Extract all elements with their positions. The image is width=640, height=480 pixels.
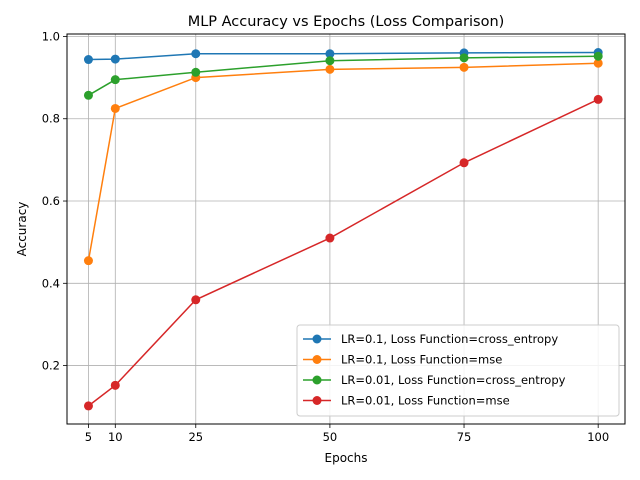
legend-marker [312,396,322,405]
data-point [593,51,603,61]
legend-marker [312,375,322,385]
y-tick-label: 1.0 [42,29,60,43]
data-point [325,64,335,74]
series-4 [83,94,603,411]
data-point [83,90,93,100]
series-line [88,98,599,407]
y-axis-label: Accuracy [15,202,29,257]
data-point [110,380,120,390]
data-point [191,67,201,77]
chart-title: MLP Accuracy vs Epochs (Loss Comparison) [188,14,505,30]
series-layer [83,48,603,411]
series-2 [83,58,603,266]
legend-label: LR=0.1, Loss Function=mse [341,353,502,367]
data-point [191,49,201,59]
data-point [325,56,335,66]
y-tick-label: 0.4 [42,276,60,290]
data-point [83,401,93,411]
x-axis-label: Epochs [325,451,368,465]
data-point [110,75,120,85]
data-point [593,94,603,104]
data-point [593,58,603,68]
x-axis: 5 10 25 50 75 100 [85,424,609,444]
data-point [325,49,335,59]
plot-frame [66,33,626,425]
y-tick-label: 0.2 [42,359,60,373]
y-tick-label: 0.8 [42,112,60,126]
data-point [83,256,93,266]
x-tick-label: 25 [188,430,203,444]
x-tick-label: 50 [323,430,338,444]
legend-box [296,324,620,417]
legend-marker [312,355,322,364]
y-tick-label: 0.6 [42,194,60,208]
legend-label: LR=0.01, Loss Function=mse [341,394,510,408]
series-line [88,51,599,61]
data-point [325,233,335,243]
data-point [459,53,469,63]
data-point [191,295,201,305]
data-point [83,55,93,65]
x-tick-label: 5 [85,430,92,444]
x-tick-label: 75 [457,430,472,444]
data-point [110,103,120,113]
data-point [459,158,469,168]
legend-label: LR=0.01, Loss Function=cross_entropy [341,373,566,387]
series-3 [83,51,603,100]
legend-label: LR=0.1, Loss Function=cross_entropy [341,332,558,346]
legend: LR=0.1, Loss Function=cross_entropy LR=0.… [296,324,620,417]
y-axis: 0.2 0.4 0.6 0.8 1.0 [42,29,67,373]
data-point [459,62,469,72]
legend-marker [312,334,322,344]
x-tick-label: 100 [587,430,609,444]
data-point [110,54,120,64]
series-line [88,55,599,96]
series-line [87,62,599,261]
series-1 [83,48,603,65]
x-tick-label: 10 [108,430,123,444]
